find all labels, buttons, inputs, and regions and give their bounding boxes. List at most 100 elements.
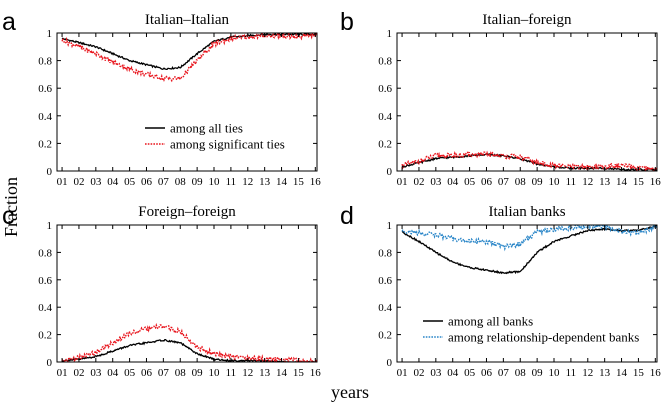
plot-frame <box>396 224 658 363</box>
panel-letter: a <box>2 8 16 36</box>
series-line-among-significant-ties <box>61 33 317 84</box>
x-tick-label: 12 <box>242 367 253 379</box>
y-tick-label: 1 <box>387 220 393 232</box>
y-tick-label: 0.8 <box>378 56 392 68</box>
x-tick-label: 12 <box>582 367 593 379</box>
x-tick-label: 06 <box>141 176 153 188</box>
panel-title: Italian–Italian <box>145 12 230 28</box>
panel-letter: c <box>2 202 15 230</box>
x-tick-label: 05 <box>124 176 136 188</box>
x-tick-label: 09 <box>192 367 204 379</box>
x-tick-label: 03 <box>90 367 102 379</box>
x-tick-label: 02 <box>73 176 84 188</box>
y-tick-label: 0.6 <box>378 83 392 95</box>
panel-title: Italian–foreign <box>482 12 572 28</box>
series-line-among-significant-ties <box>61 322 317 362</box>
x-tick-label: 04 <box>107 367 119 379</box>
plot-frame <box>56 224 318 363</box>
panel-letter: b <box>340 8 354 36</box>
x-tick-label: 01 <box>397 367 408 379</box>
y-tick-label: 0 <box>47 357 53 369</box>
x-tick-label: 02 <box>413 176 424 188</box>
x-tick-label: 01 <box>397 176 408 188</box>
plot-frame <box>396 32 658 172</box>
y-tick-label: 0.4 <box>378 302 392 314</box>
x-tick-label: 13 <box>259 367 271 379</box>
x-tick-label: 13 <box>599 176 611 188</box>
y-tick-label: 1 <box>387 28 393 40</box>
x-tick-label: 15 <box>293 367 305 379</box>
x-tick-label: 10 <box>209 176 221 188</box>
x-tick-label: 02 <box>73 367 84 379</box>
x-tick-label: 05 <box>124 367 136 379</box>
y-tick-label: 0.2 <box>38 138 52 150</box>
y-tick-label: 1 <box>47 220 53 232</box>
x-tick-label: 03 <box>430 367 442 379</box>
series-line-among-relationship-dependent-banks <box>401 225 657 252</box>
x-tick-label: 08 <box>515 176 527 188</box>
x-tick-label: 04 <box>107 176 119 188</box>
x-tick-label: 12 <box>582 176 593 188</box>
x-tick-label: 09 <box>192 176 204 188</box>
x-tick-label: 14 <box>616 176 628 188</box>
legend-label: among all ties <box>170 121 243 136</box>
x-tick-label: 05 <box>464 367 476 379</box>
x-tick-label: 14 <box>276 367 288 379</box>
x-tick-label: 14 <box>276 176 288 188</box>
x-tick-label: 09 <box>532 176 544 188</box>
legend-label: among significant ties <box>170 137 285 152</box>
x-tick-label: 03 <box>430 176 442 188</box>
x-tick-label: 16 <box>650 176 662 188</box>
x-tick-label: 13 <box>599 367 611 379</box>
legend-label: among all banks <box>448 314 533 329</box>
y-tick-label: 0.4 <box>38 302 52 314</box>
x-tick-label: 16 <box>310 176 322 188</box>
y-tick-label: 0.2 <box>378 330 392 342</box>
x-tick-label: 06 <box>141 367 153 379</box>
x-tick-label: 15 <box>633 176 645 188</box>
x-axis-label: years <box>331 382 369 402</box>
x-tick-label: 13 <box>259 176 271 188</box>
x-tick-label: 10 <box>209 367 221 379</box>
x-tick-label: 12 <box>242 176 253 188</box>
y-tick-label: 0.4 <box>38 111 52 123</box>
x-tick-label: 02 <box>413 367 424 379</box>
x-tick-label: 04 <box>447 367 459 379</box>
y-tick-label: 0 <box>387 357 393 369</box>
panel-title: Italian banks <box>488 204 565 220</box>
x-tick-label: 10 <box>549 176 561 188</box>
x-tick-label: 11 <box>226 176 237 188</box>
y-tick-label: 0 <box>47 166 53 178</box>
y-tick-label: 0.8 <box>378 247 392 259</box>
x-tick-label: 07 <box>498 367 510 379</box>
x-tick-label: 06 <box>481 367 493 379</box>
x-tick-label: 15 <box>293 176 305 188</box>
y-axis-label: Fraction <box>1 177 21 237</box>
x-tick-label: 01 <box>57 176 68 188</box>
x-tick-label: 07 <box>158 176 170 188</box>
x-tick-label: 14 <box>616 367 628 379</box>
x-tick-label: 04 <box>447 176 459 188</box>
x-tick-label: 11 <box>226 367 237 379</box>
x-tick-label: 01 <box>57 367 68 379</box>
x-tick-label: 16 <box>310 367 322 379</box>
panel-letter: d <box>340 202 354 230</box>
x-tick-label: 03 <box>90 176 102 188</box>
x-tick-label: 11 <box>566 367 577 379</box>
x-tick-label: 08 <box>175 176 187 188</box>
y-tick-label: 0.6 <box>38 83 52 95</box>
plot-frame <box>56 32 318 172</box>
legend-label: among relationship-dependent banks <box>448 330 639 345</box>
x-tick-label: 11 <box>566 176 577 188</box>
series-line-among-all-ties <box>401 152 657 171</box>
x-tick-label: 16 <box>650 367 662 379</box>
y-tick-label: 0.8 <box>38 56 52 68</box>
x-tick-label: 15 <box>633 367 645 379</box>
y-tick-label: 0.8 <box>38 247 52 259</box>
y-tick-label: 0.6 <box>38 275 52 287</box>
y-tick-label: 0.2 <box>38 330 52 342</box>
